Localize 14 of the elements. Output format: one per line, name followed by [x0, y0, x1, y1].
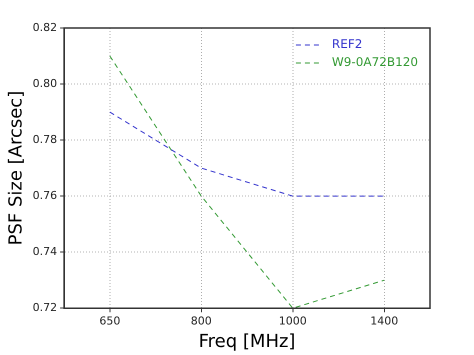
y-tick-label: 0.78	[32, 132, 58, 146]
y-tick-label: 0.72	[32, 301, 58, 314]
x-tick-label: 650	[99, 314, 120, 328]
y-tick-label: 0.80	[32, 76, 58, 90]
x-axis-title: Freq [MHz]	[198, 330, 296, 352]
y-tick-label: 0.82	[32, 20, 58, 34]
x-tick-label: 1400	[370, 314, 398, 328]
legend-label: W9-0A72B120	[332, 55, 418, 70]
x-tick-label: 800	[190, 314, 212, 328]
x-tick-label: 1000	[278, 314, 307, 328]
y-tick-label: 0.74	[32, 245, 58, 258]
legend-label: REF2	[332, 37, 362, 52]
y-axis-title: PSF Size [Arcsec]	[5, 90, 26, 246]
y-tick-label: 0.76	[32, 188, 58, 202]
